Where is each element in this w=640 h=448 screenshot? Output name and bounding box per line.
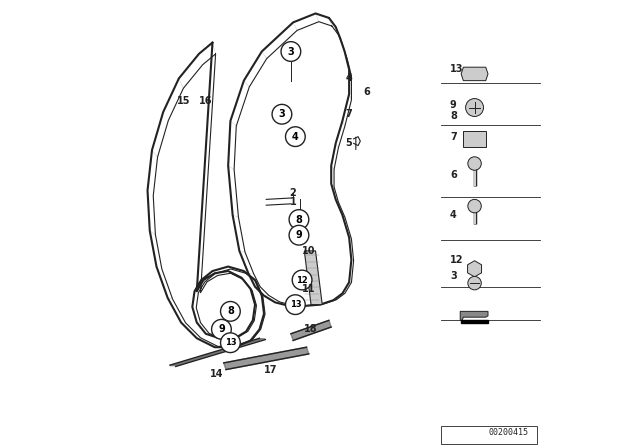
Text: 16: 16 <box>199 96 212 106</box>
Text: 12: 12 <box>296 276 308 284</box>
Text: 8: 8 <box>227 306 234 316</box>
Text: 13: 13 <box>289 300 301 309</box>
Text: 8: 8 <box>296 215 302 224</box>
Circle shape <box>468 276 481 290</box>
Text: 3: 3 <box>450 271 457 280</box>
Circle shape <box>272 104 292 124</box>
Circle shape <box>285 127 305 146</box>
Circle shape <box>468 199 481 213</box>
Text: 3: 3 <box>287 47 294 56</box>
Text: 11: 11 <box>302 284 316 294</box>
Polygon shape <box>468 261 481 277</box>
Circle shape <box>221 302 240 321</box>
Text: 17: 17 <box>264 365 278 375</box>
Text: 13: 13 <box>450 65 463 74</box>
Text: 18: 18 <box>304 324 318 334</box>
Polygon shape <box>460 311 488 320</box>
Circle shape <box>212 319 231 339</box>
Text: 9: 9 <box>296 230 302 240</box>
Circle shape <box>468 157 481 170</box>
Circle shape <box>289 225 309 245</box>
Text: 9: 9 <box>450 100 457 110</box>
Text: 5: 5 <box>346 138 353 148</box>
Polygon shape <box>305 251 323 305</box>
Text: 6: 6 <box>450 170 457 180</box>
Text: 2: 2 <box>290 188 296 198</box>
Text: 9: 9 <box>218 324 225 334</box>
Text: 15: 15 <box>177 96 190 106</box>
Text: 7: 7 <box>346 109 353 119</box>
Polygon shape <box>291 320 332 340</box>
Text: 14: 14 <box>210 369 224 379</box>
Polygon shape <box>461 67 488 81</box>
Text: 13: 13 <box>225 338 236 347</box>
Text: 4: 4 <box>346 73 353 83</box>
Text: 7: 7 <box>450 132 457 142</box>
Circle shape <box>292 270 312 290</box>
Circle shape <box>466 99 484 116</box>
Bar <box>463 131 486 147</box>
Text: 00200415: 00200415 <box>488 428 528 437</box>
Text: 6: 6 <box>364 87 371 97</box>
Polygon shape <box>461 320 488 323</box>
Text: 12: 12 <box>450 255 463 265</box>
Circle shape <box>221 333 240 353</box>
Text: 8: 8 <box>450 112 457 121</box>
Circle shape <box>285 295 305 314</box>
Bar <box>441 426 538 444</box>
Text: 10: 10 <box>302 246 316 256</box>
Text: 4: 4 <box>450 210 457 220</box>
Circle shape <box>281 42 301 61</box>
Text: 3: 3 <box>278 109 285 119</box>
Circle shape <box>289 210 309 229</box>
Polygon shape <box>224 347 309 370</box>
Text: 1: 1 <box>290 198 296 207</box>
Text: 4: 4 <box>292 132 299 142</box>
